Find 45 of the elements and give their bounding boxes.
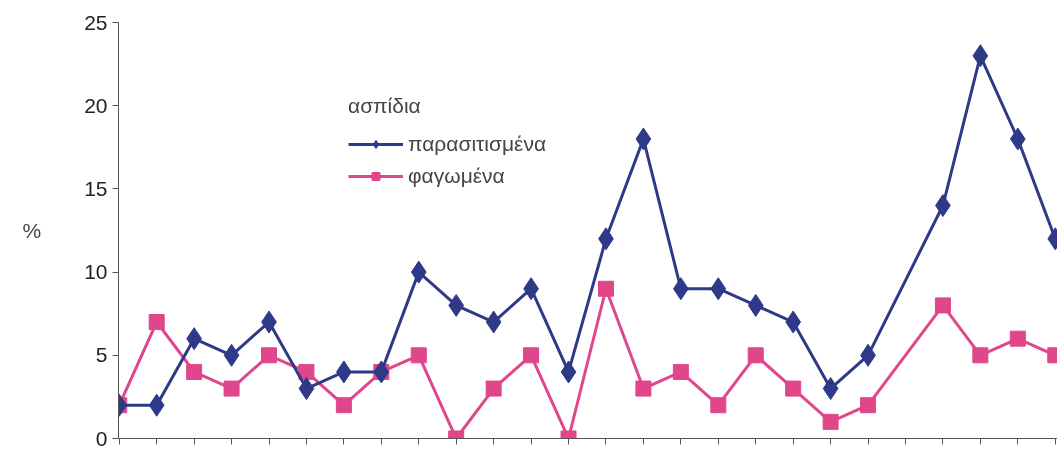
- point: [972, 44, 989, 68]
- point: [635, 380, 652, 397]
- y-tick-label: 0: [95, 426, 108, 450]
- y-tick-label: 5: [95, 343, 108, 367]
- legend-title: ασπίδια: [348, 94, 422, 118]
- point: [485, 310, 502, 334]
- point: [785, 380, 802, 397]
- point: [485, 380, 502, 397]
- point: [448, 293, 465, 317]
- point: [298, 363, 315, 380]
- legend-label: φαγωμένα: [408, 164, 505, 188]
- point: [860, 397, 877, 414]
- point: [148, 393, 165, 417]
- y-tick-label: 20: [84, 93, 108, 117]
- point: [785, 310, 802, 334]
- y-tick-label: 15: [84, 176, 108, 200]
- y-axis-title: %: [22, 219, 42, 242]
- point: [934, 297, 951, 314]
- point: [1009, 330, 1026, 347]
- point: [223, 380, 240, 397]
- point: [261, 347, 278, 364]
- point: [710, 277, 727, 301]
- point: [972, 347, 989, 364]
- point: [523, 347, 540, 364]
- point: [335, 397, 352, 414]
- y-tick-label: 25: [84, 10, 108, 34]
- point: [1009, 127, 1026, 151]
- point: [747, 293, 764, 317]
- point: [148, 314, 165, 331]
- point: [298, 377, 315, 401]
- point: [672, 363, 689, 380]
- point: [560, 360, 577, 384]
- point: [747, 347, 764, 364]
- point: [597, 280, 614, 297]
- point: [373, 360, 390, 384]
- point: [410, 260, 427, 284]
- point: [822, 377, 839, 401]
- point: [223, 343, 240, 367]
- point: [710, 397, 727, 414]
- point: [186, 363, 203, 380]
- point: [635, 127, 652, 151]
- point: [822, 413, 839, 430]
- point: [410, 347, 427, 364]
- y-tick-label: 10: [84, 260, 108, 284]
- legend-label: παρασιτισμένα: [408, 132, 547, 156]
